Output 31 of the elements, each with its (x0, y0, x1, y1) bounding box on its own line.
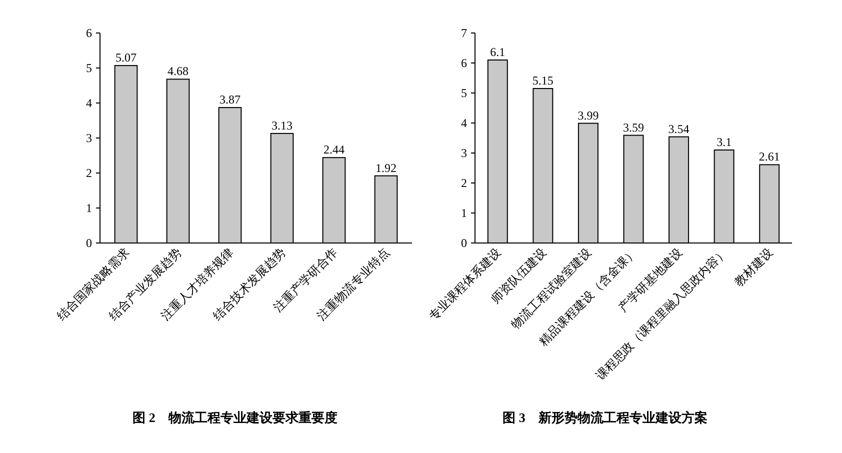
data-label: 3.54 (668, 122, 690, 136)
data-label: 2.44 (324, 142, 344, 157)
y-tick-label: 1 (86, 201, 92, 215)
data-label: 3.59 (623, 120, 644, 134)
data-label: 3.13 (272, 118, 292, 132)
y-tick-label: 2 (86, 166, 92, 180)
y-tick-label: 2 (461, 176, 467, 190)
data-label: 5.07 (116, 50, 136, 65)
y-tick-label: 0 (86, 236, 92, 250)
text: 图 2 物流工程专业建设要求重要度 (132, 410, 338, 425)
data-label: 3.87 (220, 92, 240, 107)
y-tick-label: 3 (86, 131, 92, 145)
y-tick-label: 5 (461, 86, 467, 100)
y-tick-label: 3 (461, 146, 467, 160)
data-label: 3.99 (578, 108, 599, 122)
y-tick-label: 5 (86, 61, 92, 75)
y-tick-label: 4 (86, 96, 92, 110)
y-tick-label: 6 (461, 56, 467, 70)
data-label: 5.15 (532, 74, 554, 88)
data-label: 4.68 (168, 64, 188, 78)
y-tick-label: 7 (461, 26, 467, 40)
data-label: 1.92 (376, 160, 396, 175)
data-label: 6.1 (490, 45, 506, 59)
data-label: 3.1 (716, 135, 732, 149)
y-tick-label: 0 (461, 236, 467, 250)
y-tick-label: 6 (86, 26, 92, 40)
data-label: 2.61 (758, 150, 780, 164)
y-tick-label: 1 (461, 206, 467, 220)
x-tick-label: 教材建设 (732, 245, 776, 290)
y-tick-label: 4 (461, 116, 467, 130)
text: 图 3 新形势物流工程专业建设方案 (502, 410, 708, 425)
